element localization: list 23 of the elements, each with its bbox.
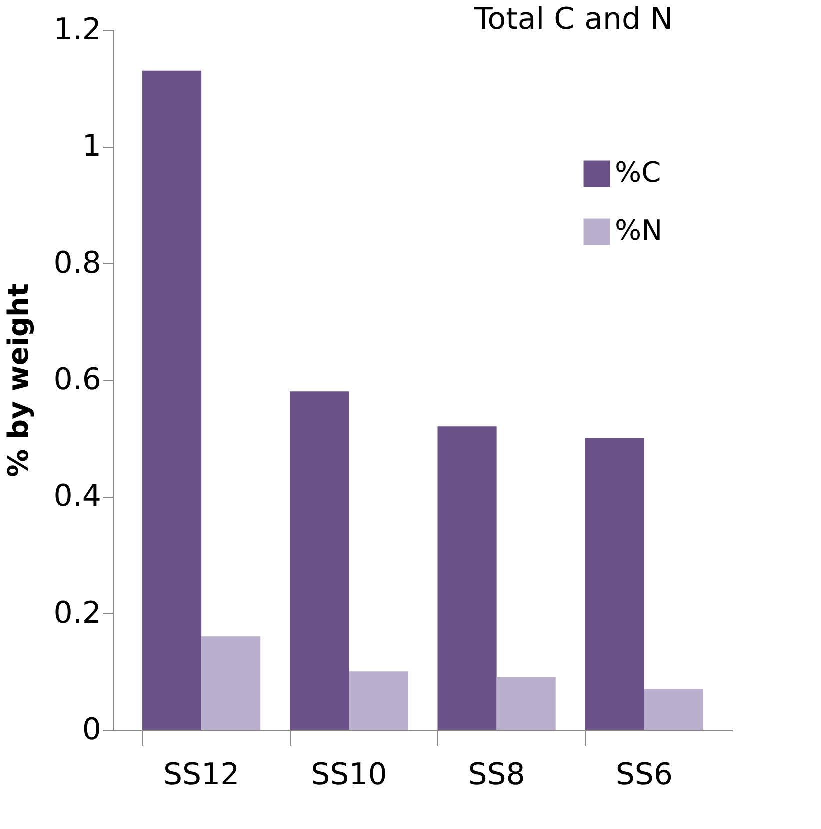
bar bbox=[438, 426, 497, 730]
y-tick-label: 0.6 bbox=[54, 362, 102, 398]
x-tick-label: SS10 bbox=[311, 758, 388, 792]
x-tick-label: SS8 bbox=[468, 758, 526, 792]
chart-title: Total C and N bbox=[473, 2, 673, 37]
x-tick-label: SS12 bbox=[163, 758, 240, 792]
y-tick-label: 0 bbox=[82, 712, 102, 748]
y-axis-title: % by weight bbox=[2, 284, 35, 478]
bar bbox=[202, 636, 261, 730]
legend-label: %N bbox=[615, 214, 663, 247]
y-tick-label: 0.4 bbox=[54, 479, 102, 514]
y-tick-label: 0.8 bbox=[54, 246, 102, 281]
x-tick-label: SS6 bbox=[616, 758, 674, 792]
bar bbox=[290, 392, 350, 730]
bar bbox=[585, 438, 644, 730]
bar bbox=[644, 689, 704, 730]
bar bbox=[142, 70, 202, 730]
bar bbox=[496, 678, 556, 730]
y-tick-label: 0.2 bbox=[54, 596, 102, 631]
y-tick-label: 1 bbox=[82, 129, 102, 164]
legend-label: %C bbox=[615, 156, 662, 189]
bar bbox=[349, 672, 408, 730]
y-tick-label: 1.2 bbox=[54, 12, 102, 48]
